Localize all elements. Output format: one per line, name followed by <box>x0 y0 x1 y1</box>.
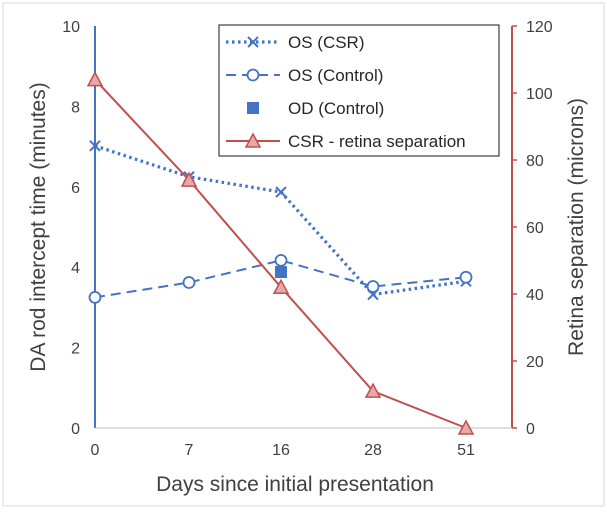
y2-tick-label: 60 <box>526 220 544 237</box>
x-tick-label: 51 <box>457 442 475 459</box>
legend-item: OD (Control) <box>247 99 384 118</box>
x-marker-stroke <box>247 36 259 48</box>
legend-label: OS (Control) <box>288 66 383 85</box>
series-os-control <box>88 253 473 304</box>
data-point-square-marker <box>275 266 287 279</box>
x-tick-label: 28 <box>364 442 382 459</box>
legend-box <box>218 24 500 157</box>
y2-tick-label: 80 <box>526 153 544 170</box>
y-tick-label: 2 <box>71 341 80 358</box>
legend-label: OD (Control) <box>288 99 384 118</box>
y2-tick-label: 120 <box>526 19 553 36</box>
legend-item: CSR - retina separation <box>226 132 466 151</box>
data-point-circle-marker <box>366 280 380 293</box>
data-point-triangle-marker <box>86 71 104 87</box>
series-od-control <box>275 266 287 279</box>
y2-tick-label: 100 <box>526 86 553 103</box>
x-marker-stroke <box>275 186 287 198</box>
x-tick-label: 0 <box>91 442 100 459</box>
data-point-triangle-marker <box>364 382 382 398</box>
legend-label: OS (CSR) <box>288 33 365 52</box>
data-point-circle-marker <box>88 290 102 304</box>
right-axis: 0 20 40 60 80 100 120 <box>511 19 553 438</box>
data-point-circle-marker <box>274 253 288 267</box>
legend: OS (CSR) OS (Control) OD (Control) CSR - re… <box>218 24 500 157</box>
x-tick-label: 7 <box>185 442 194 459</box>
y-tick-label: 0 <box>71 421 80 438</box>
x-axis-title: Days since initial presentation <box>156 473 434 496</box>
x-marker-stroke <box>89 140 101 152</box>
y-tick-label: 4 <box>71 260 80 277</box>
x-tick-label: 16 <box>272 442 290 459</box>
data-point-triangle-marker <box>244 132 262 148</box>
y-tick-label: 8 <box>71 99 80 116</box>
plot-series <box>86 71 475 435</box>
series-csr-retina-separation <box>86 71 475 435</box>
x-axis: 0 7 16 28 51 <box>91 427 512 459</box>
data-point-x-marker <box>275 186 287 198</box>
data-point-x-marker <box>247 36 259 48</box>
y-tick-label: 6 <box>71 180 80 197</box>
y2-axis-title: Retina separation (microns) <box>565 98 588 356</box>
y2-tick-label: 40 <box>526 287 544 304</box>
data-point-triangle-marker <box>180 171 198 187</box>
data-point-circle-marker <box>246 68 260 82</box>
y2-tick-label: 0 <box>526 421 535 438</box>
y-axis-title: DA rod intercept time (minutes) <box>27 82 50 371</box>
data-point-triangle-marker <box>457 419 475 435</box>
legend-item: OS (Control) <box>226 66 383 85</box>
data-point-circle-marker <box>459 270 473 284</box>
legend-item: OS (CSR) <box>226 33 365 52</box>
data-point-x-marker <box>89 140 101 152</box>
y2-tick-label: 20 <box>526 354 544 371</box>
left-axis: 0 2 4 6 8 10 <box>62 19 96 438</box>
data-point-triangle-marker <box>272 278 290 295</box>
data-point-circle-marker <box>182 276 196 289</box>
legend-label: CSR - retina separation <box>288 132 466 151</box>
data-point-square-marker <box>247 102 259 114</box>
y-tick-label: 10 <box>62 19 80 36</box>
